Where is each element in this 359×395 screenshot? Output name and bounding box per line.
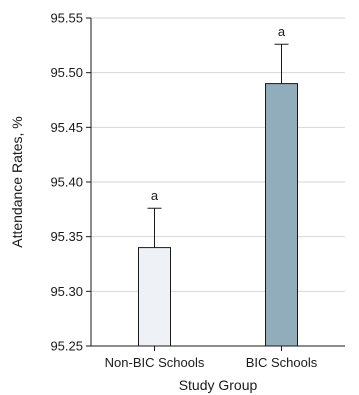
gridlines	[91, 17, 345, 292]
x-category-labels: Non-BIC Schools BIC Schools	[105, 346, 318, 370]
error-bars	[147, 43, 289, 248]
x-category-label: Non-BIC Schools	[105, 355, 205, 370]
bars	[138, 83, 298, 347]
y-ticks: 95.25 95.30 95.35 95.40 95.45 95.50 95.55	[50, 11, 91, 354]
x-axis-title: Study Group	[179, 377, 258, 393]
y-tick-label: 95.45	[50, 120, 83, 135]
y-tick-label: 95.30	[50, 284, 83, 299]
y-tick-label: 95.25	[50, 339, 83, 354]
bar	[138, 247, 171, 347]
y-axis-title: Attendance Rates, %	[9, 116, 25, 248]
y-tick-label: 95.50	[50, 65, 83, 80]
data-label: a	[151, 188, 159, 203]
data-label: a	[278, 24, 286, 39]
x-category-label: BIC Schools	[246, 355, 318, 370]
data-labels: aa	[151, 24, 286, 203]
y-tick-label: 95.55	[50, 11, 83, 26]
y-tick-label: 95.40	[50, 175, 83, 190]
y-tick-label: 95.35	[50, 229, 83, 244]
bar	[265, 83, 298, 347]
